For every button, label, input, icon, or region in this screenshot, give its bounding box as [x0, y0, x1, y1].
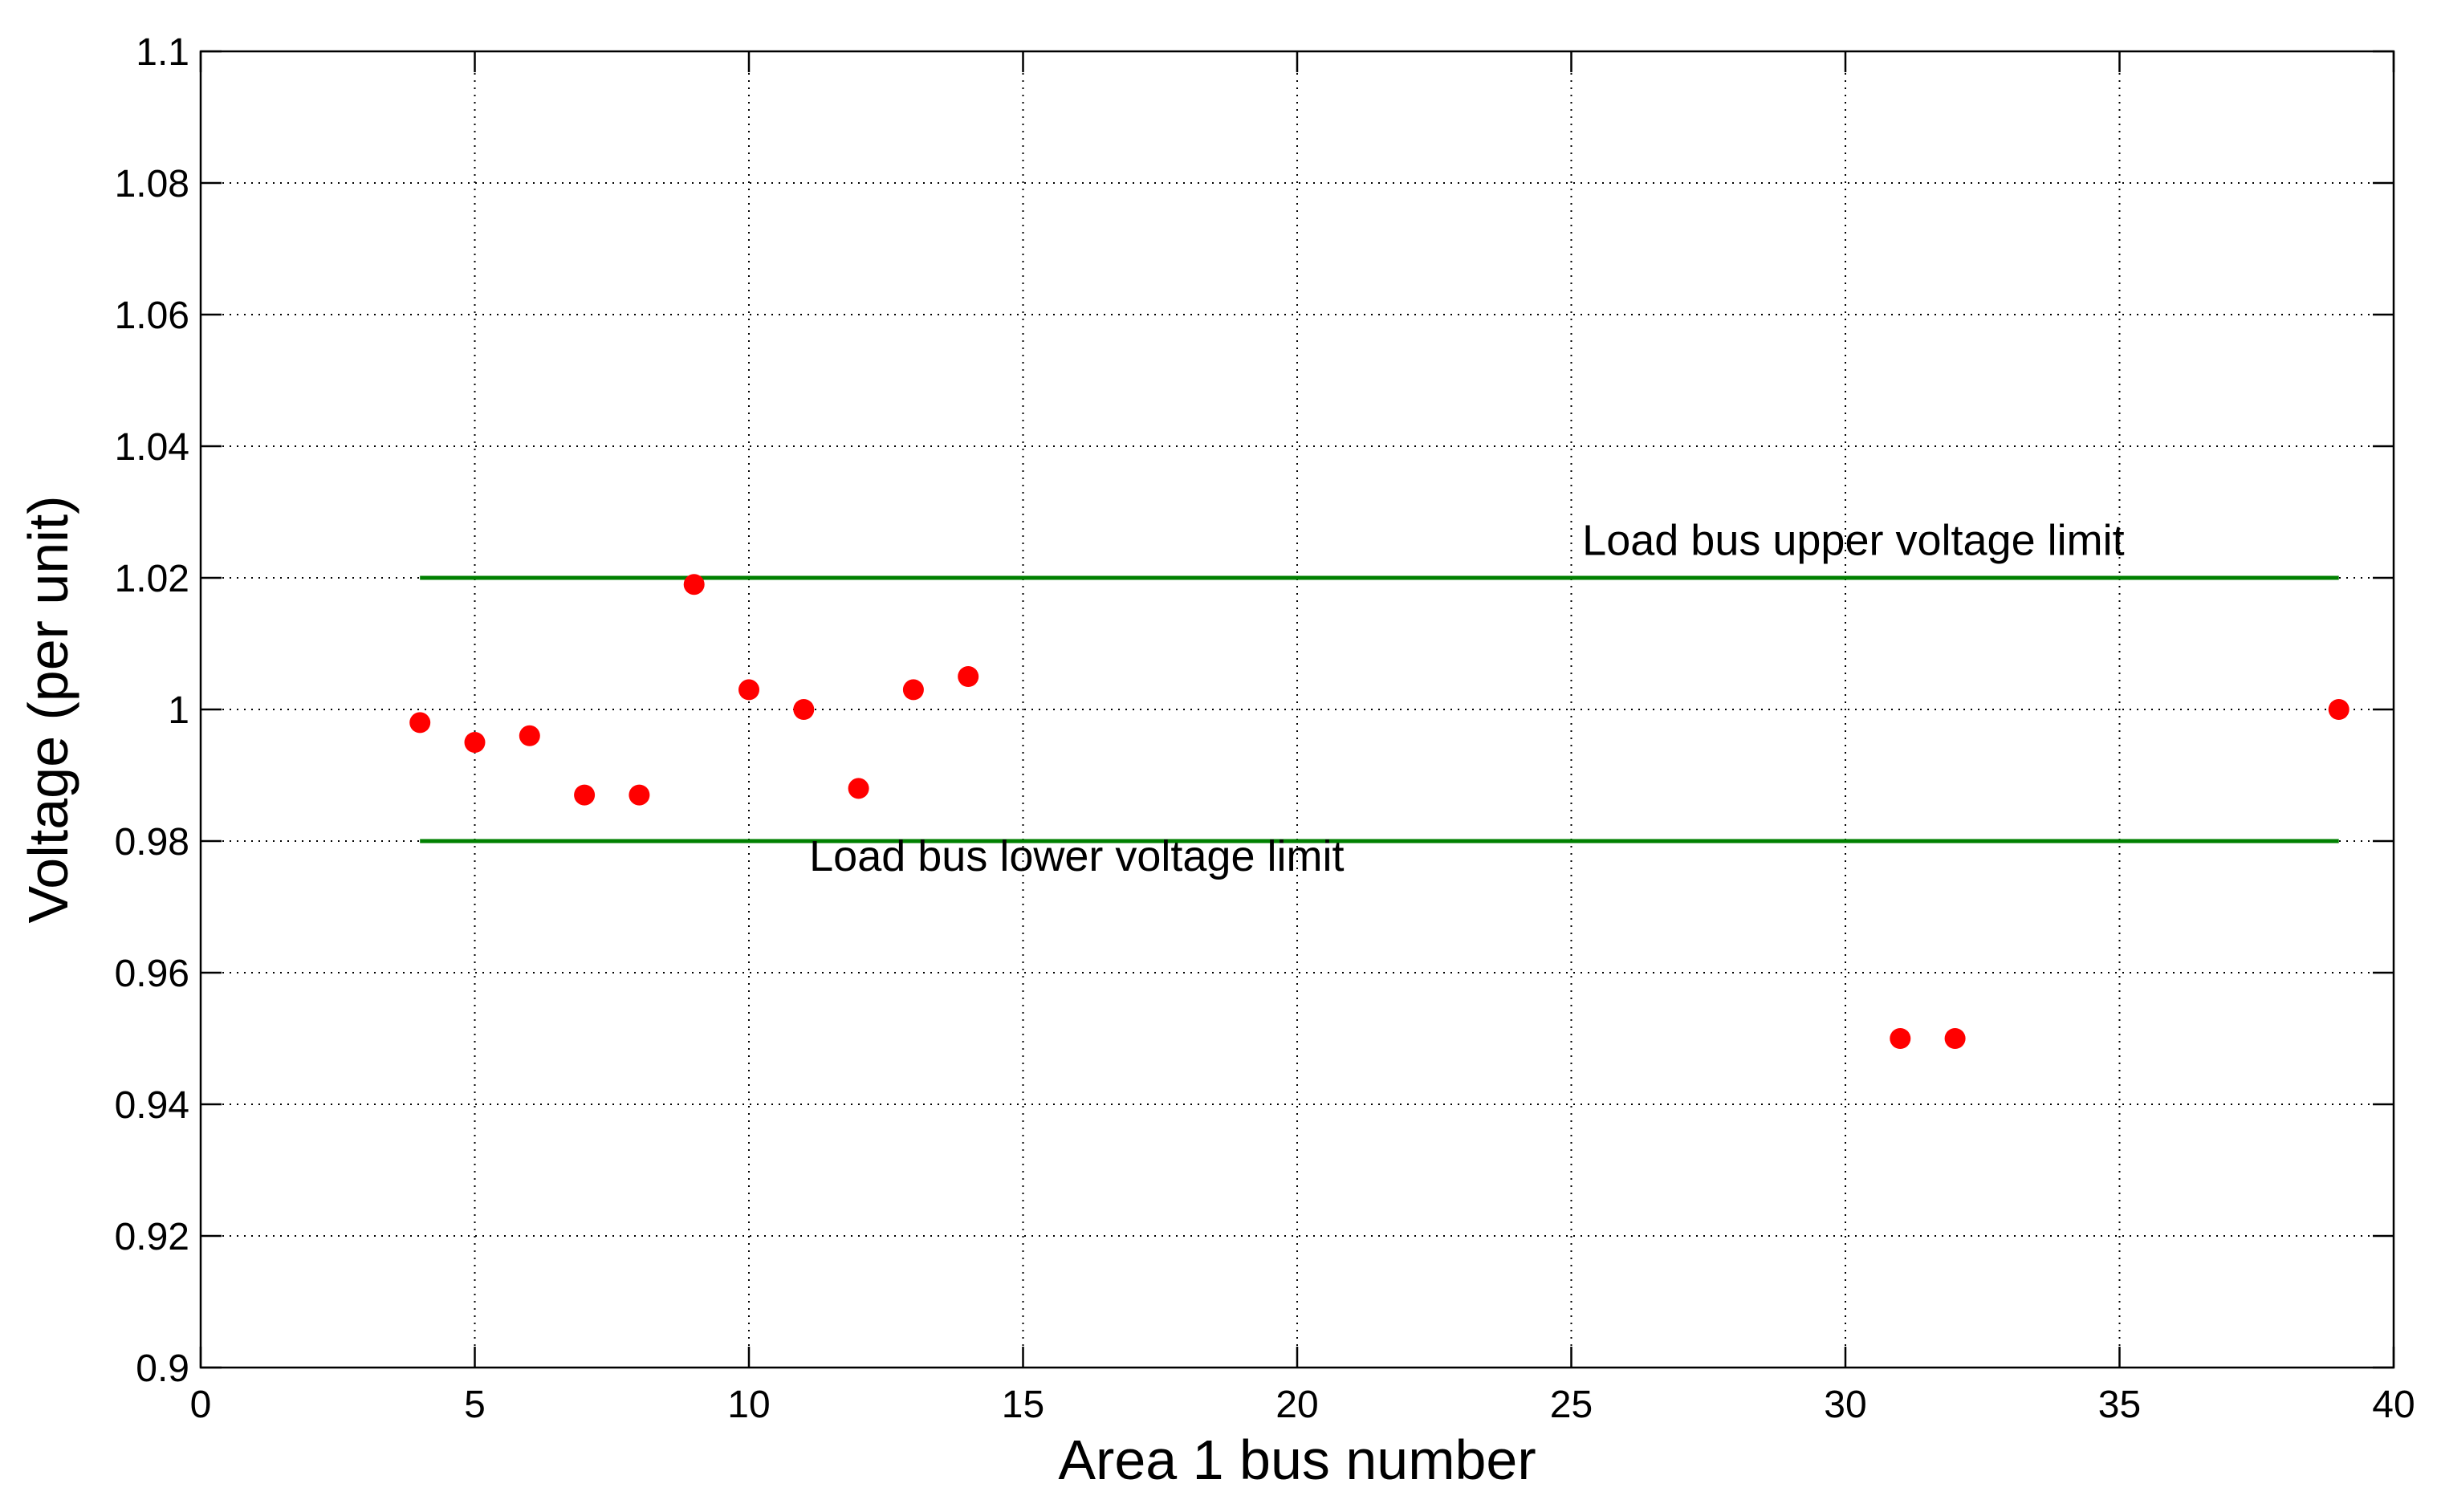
x-tick-label: 40 — [2372, 1384, 2415, 1426]
x-tick-label: 15 — [1002, 1384, 1044, 1426]
data-points — [409, 574, 2350, 1049]
data-point — [848, 778, 869, 799]
y-tick-label: 0.92 — [115, 1216, 189, 1258]
x-ticks: 0 5 10 15 20 25 30 35 40 — [190, 51, 2415, 1426]
y-tick-label: 1.02 — [115, 558, 189, 600]
x-tick-label: 5 — [464, 1384, 486, 1426]
y-tick-label: 0.96 — [115, 953, 189, 995]
data-point — [902, 679, 924, 701]
data-point — [958, 666, 979, 687]
data-point — [793, 699, 815, 720]
y-tick-label: 0.98 — [115, 821, 189, 864]
data-point — [464, 732, 486, 753]
data-point — [409, 712, 431, 734]
data-point — [2328, 699, 2350, 720]
y-tick-label: 1.06 — [115, 295, 189, 337]
x-tick-label: 25 — [1550, 1384, 1593, 1426]
data-point — [1944, 1028, 1966, 1049]
grid-lines — [201, 51, 2394, 1368]
data-point — [519, 725, 540, 746]
plot-frame — [199, 50, 2395, 1369]
annotation-upper-limit: Load bus upper voltage limit — [1582, 516, 2124, 564]
y-tick-label: 1.04 — [115, 426, 189, 469]
x-tick-label: 0 — [190, 1384, 212, 1426]
annotation-lower-limit: Load bus lower voltage limit — [809, 832, 1344, 880]
y-tick-label: 1 — [168, 689, 189, 732]
y-tick-label: 0.94 — [115, 1084, 189, 1127]
x-tick-label: 35 — [2098, 1384, 2141, 1426]
y-tick-label: 1.08 — [115, 163, 189, 205]
data-point — [574, 784, 596, 806]
y-tick-label: 0.9 — [136, 1347, 189, 1390]
data-point — [1890, 1028, 1911, 1049]
x-axis-label: Area 1 bus number — [1058, 1429, 1536, 1491]
y-tick-label: 1.1 — [136, 31, 189, 74]
x-tick-label: 10 — [727, 1384, 770, 1426]
x-tick-label: 20 — [1275, 1384, 1318, 1426]
data-point — [629, 784, 650, 806]
data-point — [683, 574, 705, 595]
data-point — [738, 679, 759, 701]
y-axis-label: Voltage (per unit) — [17, 495, 79, 923]
reference-lines — [420, 575, 2339, 843]
y-ticks: 0.9 0.92 0.94 0.96 0.98 1 1.02 1.04 1.06 1.08 1.1 — [115, 31, 2394, 1390]
x-tick-label: 30 — [1824, 1384, 1866, 1426]
